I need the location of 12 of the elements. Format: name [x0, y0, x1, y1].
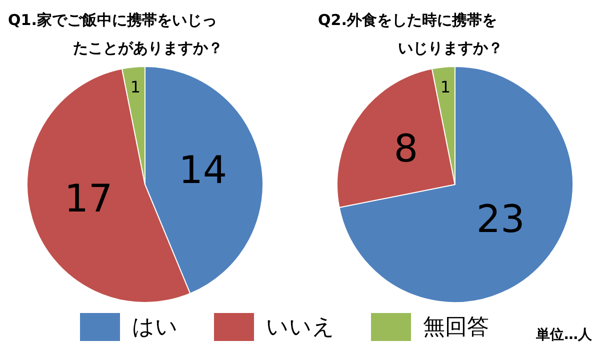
chart-title: Q2.外食をした時に携帯をいじりますか？: [318, 10, 503, 59]
data-label: 17: [64, 176, 113, 220]
chart-title: Q1.家でご飯中に携帯をいじったことがありますか？: [8, 10, 223, 59]
text: 単位…人: [536, 326, 592, 344]
data-label: 1: [440, 77, 451, 96]
data-label: 23: [476, 196, 525, 241]
data-label: 1: [130, 77, 141, 96]
legend-label: いいえ: [266, 314, 335, 342]
data-label: 14: [178, 148, 228, 192]
legend-label: はい: [132, 314, 178, 342]
data-label: 8: [394, 126, 418, 171]
legend-label: 無回答: [423, 314, 489, 342]
